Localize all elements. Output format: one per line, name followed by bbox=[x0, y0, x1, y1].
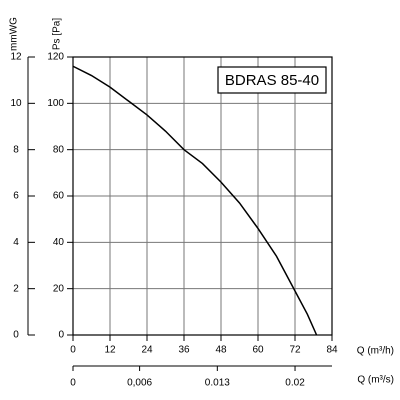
y2-tick-label: 10 bbox=[10, 98, 22, 109]
y-tick-label: 20 bbox=[53, 283, 65, 294]
curve bbox=[72, 65, 318, 336]
y-tick-label: 40 bbox=[53, 237, 65, 248]
y-tick-label: 100 bbox=[47, 98, 64, 109]
y2-tick-label: 4 bbox=[13, 237, 19, 248]
x2-tick-label: 0.013 bbox=[205, 378, 230, 389]
x-tick-label: 0 bbox=[70, 345, 76, 356]
x-tick-label: 36 bbox=[178, 345, 190, 356]
x-axis-label: Q (m³/h) bbox=[357, 346, 394, 357]
x2-tick-label: 0.02 bbox=[285, 378, 305, 389]
y-tick-label: 60 bbox=[53, 191, 65, 202]
y2-tick-label: 12 bbox=[10, 52, 22, 63]
y-tick-label: 0 bbox=[58, 330, 64, 341]
x-tick-label: 72 bbox=[289, 345, 301, 356]
y2-tick-label: 2 bbox=[13, 283, 19, 294]
x-tick-label: 48 bbox=[215, 345, 227, 356]
legend-label: BDRAS 85-40 bbox=[225, 72, 319, 89]
y-axis-label: Ps [Pa] bbox=[52, 18, 63, 50]
x-tick-label: 12 bbox=[104, 345, 116, 356]
x-tick-label: 84 bbox=[326, 345, 338, 356]
y2-tick-label: 6 bbox=[13, 191, 19, 202]
y-tick-label: 80 bbox=[53, 144, 65, 155]
x-tick-label: 24 bbox=[141, 345, 153, 356]
plot-frame bbox=[72, 56, 333, 336]
y2-tick-label: 8 bbox=[13, 144, 19, 155]
y2-tick-label: 0 bbox=[13, 330, 19, 341]
x-tick-label: 60 bbox=[252, 345, 264, 356]
x2-axis-label: Q (m³/s) bbox=[357, 375, 394, 386]
y-tick-label: 120 bbox=[47, 52, 64, 63]
x2-tick-label: 0,006 bbox=[127, 378, 152, 389]
y2-axis-label: mmWG bbox=[9, 17, 20, 51]
legend-box bbox=[217, 66, 327, 94]
x2-tick-label: 0 bbox=[70, 378, 76, 389]
